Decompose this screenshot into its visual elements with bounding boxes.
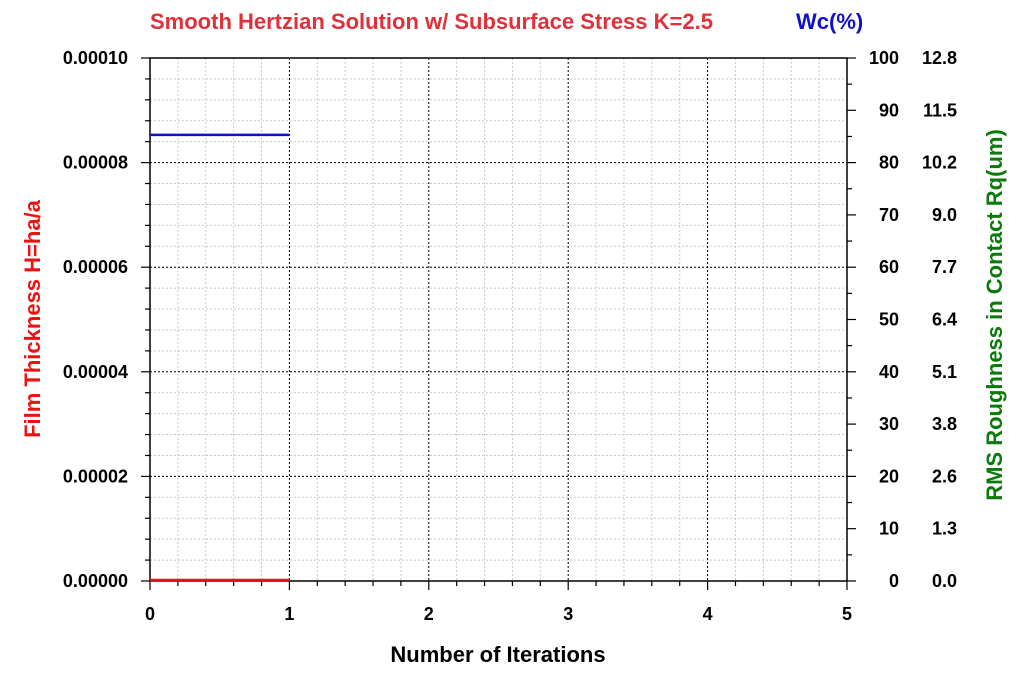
x-tick-label: 0 <box>145 604 155 624</box>
rq-tick-label: 5.1 <box>932 362 957 382</box>
rq-tick-label: 2.6 <box>932 466 957 486</box>
grid <box>150 58 847 581</box>
rq-tick-label: 9.0 <box>932 205 957 225</box>
axis-ticks <box>141 57 856 590</box>
rq-tick-label: 6.4 <box>932 310 957 330</box>
plot-frame <box>149 57 848 582</box>
left-y-tick-label: 0.00004 <box>63 362 128 382</box>
left-y-tick-label: 0.00008 <box>63 153 128 173</box>
wc-tick-label: 100 <box>869 48 899 68</box>
wc-tick-label: 80 <box>879 153 899 173</box>
left-axis-title: Film Thickness H=ha/a <box>20 199 45 438</box>
x-tick-label: 1 <box>284 604 294 624</box>
x-tick-label: 5 <box>842 604 852 624</box>
wc-tick-label: 60 <box>879 257 899 277</box>
left-y-tick-label: 0.00000 <box>63 571 128 591</box>
left-y-tick-label: 0.00010 <box>63 48 128 68</box>
rq-tick-label: 10.2 <box>922 153 957 173</box>
wc-tick-label: 30 <box>879 414 899 434</box>
tick-labels: 0 1 2 3 4 5 0.00000 0.00002 0.00004 0.00006 0.0000… <box>63 48 957 624</box>
rq-tick-label: 3.8 <box>932 414 957 434</box>
wc-tick-label: 70 <box>879 205 899 225</box>
left-y-tick-label: 0.00002 <box>63 466 128 486</box>
x-tick-label: 4 <box>703 604 713 624</box>
rq-tick-label: 1.3 <box>932 519 957 539</box>
chart-title: Smooth Hertzian Solution w/ Subsurface S… <box>150 9 713 34</box>
wc-tick-label: 0 <box>889 571 899 591</box>
series <box>150 133 290 582</box>
left-y-tick-label: 0.00006 <box>63 257 128 277</box>
x-tick-label: 3 <box>563 604 573 624</box>
right-axis-title: RMS Roughness in Contact Rq(um) <box>982 129 1007 501</box>
wc-axis-title: Wc(%) <box>796 9 863 34</box>
x-tick-label: 2 <box>424 604 434 624</box>
wc-tick-label: 20 <box>879 466 899 486</box>
wc-tick-label: 10 <box>879 519 899 539</box>
wc-tick-label: 40 <box>879 362 899 382</box>
rq-tick-label: 12.8 <box>922 48 957 68</box>
rq-tick-label: 11.5 <box>923 100 957 120</box>
wc-tick-label: 90 <box>879 100 899 120</box>
rq-tick-label: 7.7 <box>932 257 957 277</box>
rq-tick-label: 0.0 <box>932 571 957 591</box>
wc-tick-label: 50 <box>879 310 899 330</box>
x-axis-title: Number of Iterations <box>390 642 605 667</box>
